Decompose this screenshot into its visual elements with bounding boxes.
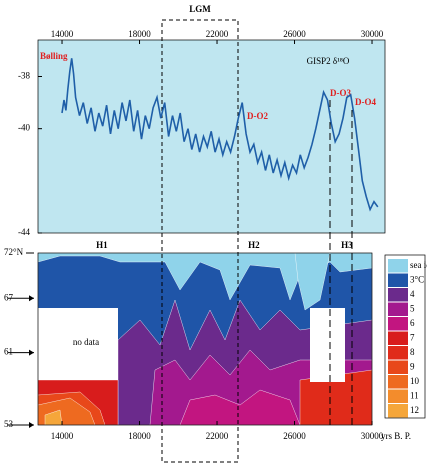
legend-label: 3°C (410, 275, 424, 285)
legend-swatch (388, 360, 408, 374)
event-label: H2 (248, 240, 260, 250)
y-tick-label: 61 (4, 347, 13, 357)
legend-swatch (388, 346, 408, 360)
period-label: LGM (189, 4, 211, 14)
event-label: H1 (96, 240, 108, 250)
x-axis-label: yrs B. P. (381, 431, 411, 441)
legend-label: 6 (410, 318, 415, 328)
x-tick-label: 26000 (283, 431, 306, 441)
legend-swatch (388, 389, 408, 403)
legend-label: 8 (410, 347, 415, 357)
no-data-area (38, 308, 118, 380)
y-tick-label: -38 (18, 71, 30, 81)
legend-label: 12 (410, 405, 419, 415)
arrow-head (29, 295, 34, 302)
legend-swatch (388, 375, 408, 389)
annotation: D-O4 (355, 97, 376, 107)
arrow-head (29, 422, 34, 428)
x-tick-label: 22000 (206, 29, 229, 39)
legend-swatch (388, 404, 408, 418)
legend-label: 4 (410, 289, 415, 299)
y-tick-label: 72°N (4, 247, 24, 257)
no-data-label: no data (73, 337, 99, 347)
x-tick-label: 30000 (361, 29, 384, 39)
y-tick-label: 67 (4, 292, 14, 302)
chart-title: GISP2 δ¹⁸O (307, 56, 350, 66)
no-data-area (310, 308, 345, 382)
x-tick-label: 22000 (206, 431, 229, 441)
legend-label: 10 (410, 376, 420, 386)
annotation: D-O2 (247, 111, 268, 121)
y-tick-label: -40 (18, 123, 30, 133)
bottom-panel (37, 252, 373, 426)
legend-swatch (388, 259, 408, 273)
legend-label: 9 (410, 362, 415, 372)
x-tick-label: 18000 (128, 29, 151, 39)
legend-swatch (388, 331, 408, 345)
y-tick-label: -44 (18, 227, 30, 237)
contour-region (37, 252, 373, 301)
annotation: Bølling (40, 51, 68, 61)
top-panel-frame (37, 39, 386, 234)
legend-swatch (388, 288, 408, 302)
annotation: D-O3 (330, 88, 351, 98)
x-tick-label: 30000 (361, 431, 384, 441)
legend-label: 7 (410, 333, 415, 343)
legend-label: 5 (410, 304, 415, 314)
event-label: H3 (341, 240, 353, 250)
x-tick-label: 14000 (51, 29, 74, 39)
legend-label: 11 (410, 391, 419, 401)
lgm-box (161, 19, 239, 463)
x-tick-label: 18000 (128, 431, 151, 441)
x-tick-label: 26000 (283, 29, 306, 39)
x-tick-label: 14000 (51, 431, 74, 441)
legend-swatch (388, 302, 408, 316)
bottom-panel-frame (37, 252, 373, 426)
legend-swatch (388, 317, 408, 331)
arrow-head (29, 349, 34, 356)
legend-label: sea ice (410, 260, 427, 270)
contour-region (179, 389, 301, 426)
line (61, 58, 379, 212)
legend-swatch (388, 273, 408, 287)
y-tick-label: 53 (4, 419, 14, 429)
